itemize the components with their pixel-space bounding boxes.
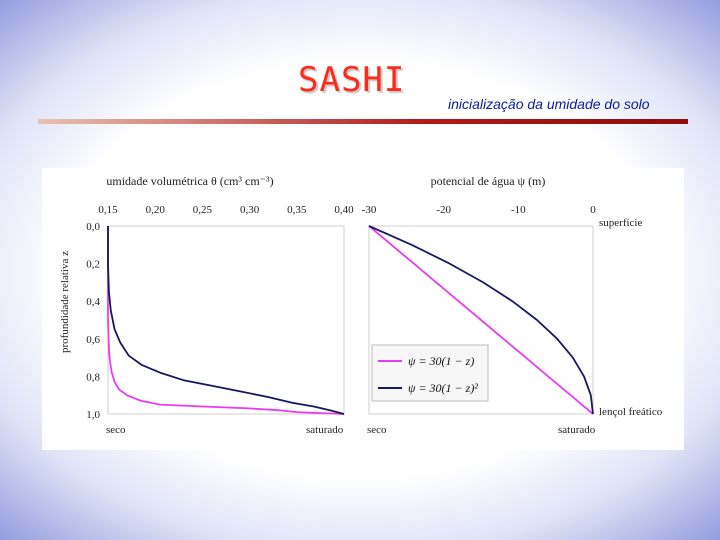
moisture-x-tick-label: 0,25 bbox=[193, 204, 213, 216]
potential-series-line-0 bbox=[368, 225, 594, 415]
moisture-dry-label: seco bbox=[106, 424, 126, 436]
legend: ψ = 30(1 − z) ψ = 30(1 − z)² bbox=[371, 344, 489, 402]
moisture-chart: umidade volumétrica θ (cm³ cm⁻³) 0,15 0,2… bbox=[59, 174, 354, 436]
moisture-y-tick-label: 0,6 bbox=[86, 334, 100, 346]
moisture-x-ticks: 0,15 0,20 0,25 0,30 0,35 0,40 bbox=[98, 204, 354, 216]
moisture-series-line-1 bbox=[107, 226, 345, 415]
slide-subtitle: inicialização da umidade do solo bbox=[448, 96, 650, 112]
moisture-x-tick-label: 0,20 bbox=[146, 204, 166, 216]
legend-box bbox=[371, 344, 489, 402]
potential-x-tick-label: 0 bbox=[590, 204, 596, 216]
potential-saturated-label: saturado bbox=[558, 424, 596, 436]
moisture-saturated-label: saturado bbox=[306, 424, 344, 436]
moisture-series-line-0 bbox=[107, 226, 345, 415]
potential-x-tick-label: -10 bbox=[511, 204, 526, 216]
legend-label-linear: ψ = 30(1 − z) bbox=[408, 354, 474, 368]
potential-plot-frame bbox=[368, 225, 594, 415]
potential-chart-title: potencial de água ψ (m) bbox=[431, 174, 546, 188]
moisture-y-tick-label: 0,0 bbox=[86, 221, 100, 233]
potential-x-tick-label: -20 bbox=[436, 204, 451, 216]
potential-chart: potencial de água ψ (m) -30 -20 -10 0 super… bbox=[362, 174, 663, 436]
moisture-plot-frame bbox=[107, 225, 345, 415]
potential-x-ticks: -30 -20 -10 0 bbox=[362, 204, 597, 216]
slide-title: SASHI bbox=[298, 60, 406, 100]
soil-moisture-figure: umidade volumétrica θ (cm³ cm⁻³) 0,15 0,2… bbox=[59, 174, 663, 436]
moisture-y-tick-label: 0,4 bbox=[86, 296, 100, 308]
moisture-chart-title: umidade volumétrica θ (cm³ cm⁻³) bbox=[106, 174, 273, 188]
moisture-y-axis-label: profundidade relativa z bbox=[59, 251, 71, 353]
water-table-annotation: lençol freático bbox=[599, 406, 663, 418]
potential-dry-label: seco bbox=[367, 424, 387, 436]
title-underline-bar bbox=[38, 119, 688, 124]
moisture-x-tick-label: 0,30 bbox=[240, 204, 260, 216]
potential-x-tick-label: -30 bbox=[362, 204, 377, 216]
figure-panel: umidade volumétrica θ (cm³ cm⁻³) 0,15 0,2… bbox=[42, 168, 684, 450]
moisture-y-tick-label: 1,0 bbox=[86, 409, 100, 421]
moisture-x-tick-label: 0,40 bbox=[334, 204, 354, 216]
moisture-series bbox=[107, 226, 345, 415]
moisture-y-tick-label: 0,2 bbox=[86, 259, 100, 271]
potential-series-line-1 bbox=[368, 225, 594, 415]
surface-annotation: superfície bbox=[599, 217, 642, 229]
moisture-x-tick-label: 0,15 bbox=[98, 204, 118, 216]
moisture-y-tick-label: 0,8 bbox=[86, 371, 100, 383]
moisture-y-ticks: 0,0 0,2 0,4 0,6 0,8 1,0 bbox=[86, 221, 100, 421]
potential-series bbox=[368, 225, 594, 415]
legend-label-quadratic: ψ = 30(1 − z)² bbox=[408, 381, 478, 395]
moisture-x-tick-label: 0,35 bbox=[287, 204, 307, 216]
